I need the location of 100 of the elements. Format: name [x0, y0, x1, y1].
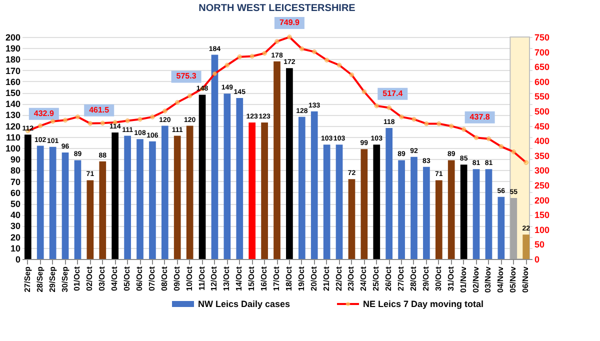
bar — [24, 134, 32, 259]
bar — [498, 196, 505, 259]
bar — [136, 139, 144, 259]
bar — [386, 128, 393, 259]
y-tick-label: 0 — [15, 254, 20, 264]
bar — [323, 144, 330, 259]
bar — [224, 94, 231, 259]
x-tick-label: 28/Oct — [408, 266, 418, 291]
data-label: 517.4 — [382, 88, 404, 98]
y2-tick-label: 500 — [534, 106, 550, 116]
bar — [236, 98, 244, 259]
y-tick-label: 150 — [5, 88, 20, 98]
x-tick-label: 31/Oct — [446, 266, 456, 291]
bar — [423, 166, 430, 259]
x-tick-label: 10/Oct — [184, 266, 194, 291]
bar — [211, 54, 218, 259]
x-tick-label: 12/Oct — [210, 266, 219, 291]
y-tick-label: 190 — [5, 44, 20, 54]
legend-label: NE Leics 7 Day moving total — [363, 299, 484, 309]
y2-tick-label: 0 — [534, 254, 540, 264]
bar — [36, 146, 44, 259]
bar — [373, 144, 380, 259]
bar — [472, 169, 480, 259]
bar — [86, 180, 94, 259]
x-tick-label: 25/Oct — [372, 266, 381, 291]
bar — [336, 144, 343, 259]
x-tick-label: 16/Oct — [260, 266, 269, 291]
y-tick-label: 160 — [5, 76, 20, 87]
y-tick-label: 170 — [5, 66, 20, 76]
x-tick-label: 27/Sep — [22, 266, 32, 292]
y2-tick-label: 100 — [534, 224, 550, 235]
bar — [410, 156, 418, 259]
bar — [124, 136, 131, 259]
y2-tick-label: 150 — [534, 210, 550, 220]
x-tick-label: 04/Nov — [496, 266, 506, 293]
x-tick-label: 30/Sep — [60, 266, 70, 292]
data-label: 437.8 — [470, 112, 490, 122]
x-tick-label: 11/Oct — [197, 266, 206, 291]
x-tick-label: 30/Oct — [434, 266, 443, 291]
y2-tick-label: 750 — [534, 32, 550, 42]
x-tick-label: 05/Oct — [122, 266, 132, 291]
bar — [248, 122, 256, 259]
bar — [286, 68, 293, 259]
data-label: 432.9 — [34, 108, 54, 118]
x-tick-label: 26/Oct — [384, 266, 394, 291]
x-tick-label: 15/Oct — [247, 266, 256, 291]
y-tick-label: 80 — [10, 166, 20, 176]
y-tick-label: 20 — [10, 232, 20, 242]
bar — [435, 180, 442, 259]
x-tick-label: 14/Oct — [234, 266, 244, 291]
chart-title: NORTH WEST LEICESTERSHIRE — [198, 3, 356, 14]
x-tick-label: 21/Oct — [322, 266, 331, 291]
y-tick-label: 60 — [10, 188, 20, 198]
y-tick-label: 130 — [5, 110, 20, 120]
x-tick-label: 04/Oct — [110, 266, 120, 291]
y-tick-label: 100 — [5, 144, 20, 154]
y2-tick-label: 50 — [534, 240, 545, 250]
y2-tick-label: 700 — [534, 47, 550, 58]
y2-tick-label: 450 — [534, 121, 550, 132]
x-tick-label: 08/Oct — [160, 266, 169, 291]
x-tick-label: 02/Oct — [85, 266, 94, 291]
x-tick-label: 06/Nov — [521, 266, 530, 293]
y-tick-label: 50 — [10, 199, 20, 209]
bar — [348, 179, 356, 259]
y-tick-label: 30 — [10, 221, 20, 232]
bar — [174, 136, 181, 259]
bar — [99, 161, 106, 259]
y-tick-label: 110 — [6, 132, 20, 142]
x-tick-label: 02/Nov — [471, 266, 480, 293]
y2-tick-label: 200 — [534, 195, 550, 206]
x-tick-label: 13/Oct — [222, 266, 232, 291]
x-tick-label: 01/Nov — [458, 266, 468, 293]
y2-tick-label: 550 — [534, 92, 550, 102]
x-tick-label: 03/Oct — [98, 266, 107, 291]
bar — [510, 198, 518, 259]
x-tick-label: 03/Nov — [484, 266, 493, 293]
data-label: 575.3 — [176, 72, 197, 81]
data-label: 461.5 — [89, 105, 110, 114]
x-tick-label: 18/Oct — [284, 266, 294, 291]
bar — [74, 160, 82, 259]
legend-label: NW Leics Daily cases — [198, 299, 290, 309]
y-tick-label: 70 — [10, 176, 20, 187]
bar — [49, 146, 56, 259]
y-tick-label: 200 — [5, 32, 20, 42]
bar — [360, 149, 368, 259]
x-tick-label: 05/Nov — [508, 266, 518, 293]
x-tick-label: 06/Oct — [135, 266, 144, 291]
x-tick-label: 27/Oct — [396, 266, 406, 291]
y-tick-label: 40 — [10, 210, 20, 220]
y-tick-label: 140 — [5, 99, 20, 110]
y2-tick-label: 400 — [534, 136, 550, 146]
y2-tick-label: 650 — [534, 62, 550, 72]
bar — [149, 141, 156, 259]
x-tick-label: 01/Oct — [72, 266, 82, 291]
bar — [186, 126, 194, 259]
bar — [460, 164, 468, 259]
bar — [398, 160, 405, 259]
x-tick-label: 24/Oct — [359, 266, 368, 291]
x-tick-label: 28/Sep — [35, 266, 44, 292]
x-tick-label: 09/Oct — [172, 266, 182, 291]
